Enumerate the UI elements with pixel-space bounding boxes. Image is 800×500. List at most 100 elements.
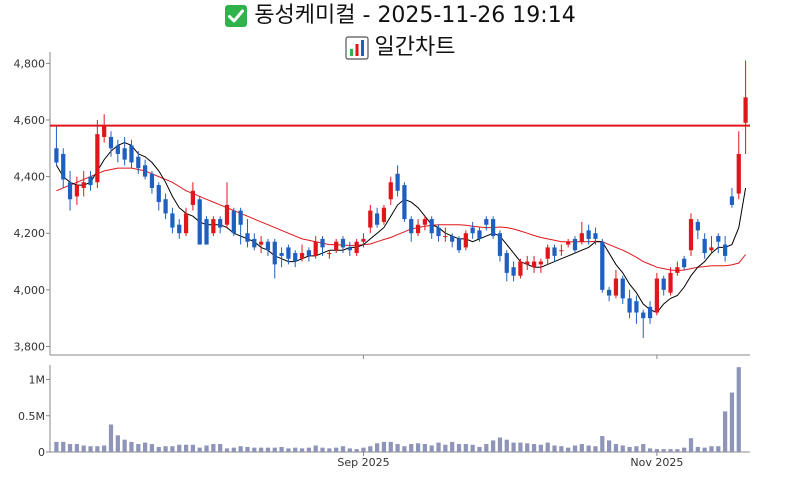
volume-bar (484, 444, 489, 452)
volume-bar (286, 448, 291, 452)
volume-bar (661, 449, 666, 452)
bar-chart-icon (344, 36, 369, 60)
volume-bar (88, 446, 93, 452)
volume-bar (422, 444, 427, 452)
candle-up (415, 224, 421, 234)
volume-bar (593, 446, 598, 452)
candle-up (545, 247, 550, 259)
candle-up (368, 210, 373, 228)
volume-bar (402, 446, 407, 452)
volume-bar (156, 446, 161, 452)
candle-down (491, 219, 496, 237)
volume-bar (443, 444, 448, 452)
volume-bar (688, 438, 694, 452)
candle-down (572, 238, 578, 251)
volume-bar (170, 446, 175, 452)
moving-average-short-line (55, 142, 747, 314)
check-box-icon (225, 5, 248, 27)
candle-up (211, 219, 216, 234)
candle-up (688, 219, 694, 251)
volume-bar (627, 446, 632, 452)
candle-down (108, 136, 114, 149)
volume-bar (163, 446, 168, 452)
candle-down (552, 247, 557, 256)
volume-bar (129, 441, 134, 452)
candle-down (238, 210, 243, 225)
volume-bar (607, 440, 612, 452)
candle-down (149, 173, 155, 188)
candle-down (279, 253, 284, 256)
candle-down (204, 219, 209, 245)
volume-bar (695, 446, 700, 452)
candle-down (67, 182, 73, 200)
volume-bar (600, 436, 605, 452)
candle-down (586, 230, 591, 239)
volume-bar (313, 445, 318, 452)
candle-up (736, 153, 741, 194)
candle-up (422, 219, 427, 225)
candle-down (88, 176, 93, 186)
date-tick-label: Sep 2025 (337, 456, 389, 469)
volume-bar (566, 447, 571, 452)
candle-up (327, 253, 332, 255)
volume-bar (736, 367, 741, 452)
candle-up (709, 247, 714, 251)
candle-down (504, 253, 509, 273)
volume-bar (122, 439, 127, 452)
volume-bar (67, 444, 73, 452)
candle-down (170, 213, 175, 228)
candle-down (395, 173, 400, 191)
volume-bar (61, 441, 66, 452)
candle-down (484, 219, 489, 225)
volume-bar (436, 442, 441, 452)
volume-bar (279, 446, 284, 452)
volume-bar (224, 448, 230, 452)
volume-bar (668, 449, 673, 452)
candle-down (647, 306, 653, 319)
volume-bar (613, 444, 619, 452)
volume-bar (299, 448, 305, 452)
volume-bar (293, 447, 298, 452)
candle-up (74, 185, 79, 197)
candle-down (429, 219, 434, 234)
price-y-tick-label: 4,800 (14, 57, 46, 70)
candle-up (531, 261, 537, 268)
candle-down (600, 241, 605, 290)
candle-up (354, 241, 359, 254)
volume-bar (634, 446, 639, 452)
candle-down (477, 230, 482, 239)
volume-bar (586, 445, 591, 452)
candle-down (218, 219, 223, 228)
volume-y-tick-label: 1M (29, 374, 46, 387)
candle-up (224, 204, 230, 225)
volume-bar (497, 437, 503, 452)
candle-down (511, 267, 516, 276)
candle-down (61, 153, 66, 180)
candle-down (402, 185, 407, 220)
volume-bar (327, 448, 332, 452)
volume-bar (204, 445, 209, 452)
volume-bar (375, 443, 380, 452)
price-y-tick-label: 3,800 (14, 341, 46, 354)
volume-bar (709, 446, 714, 452)
volume-bar (620, 445, 625, 452)
volume-bar (354, 449, 359, 452)
price-y-tick-label: 4,200 (14, 227, 46, 240)
volume-bar (511, 442, 516, 452)
volume-bar (395, 444, 400, 452)
volume-bar (347, 448, 352, 452)
candle-down (320, 238, 325, 248)
candle-down (163, 199, 168, 214)
volume-bar (682, 447, 687, 452)
volume-bar (115, 435, 120, 452)
volume-bar (259, 447, 264, 452)
volume-bar (238, 446, 243, 452)
candle-up (668, 272, 673, 293)
volume-bar (470, 444, 475, 452)
candle-up (95, 134, 100, 183)
volume-bar (675, 449, 680, 452)
candle-down (122, 148, 127, 160)
chart-title: 동성케미컬 - 2025-11-26 19:14 (254, 3, 576, 28)
volume-bar (647, 448, 653, 452)
candle-down (409, 219, 414, 234)
